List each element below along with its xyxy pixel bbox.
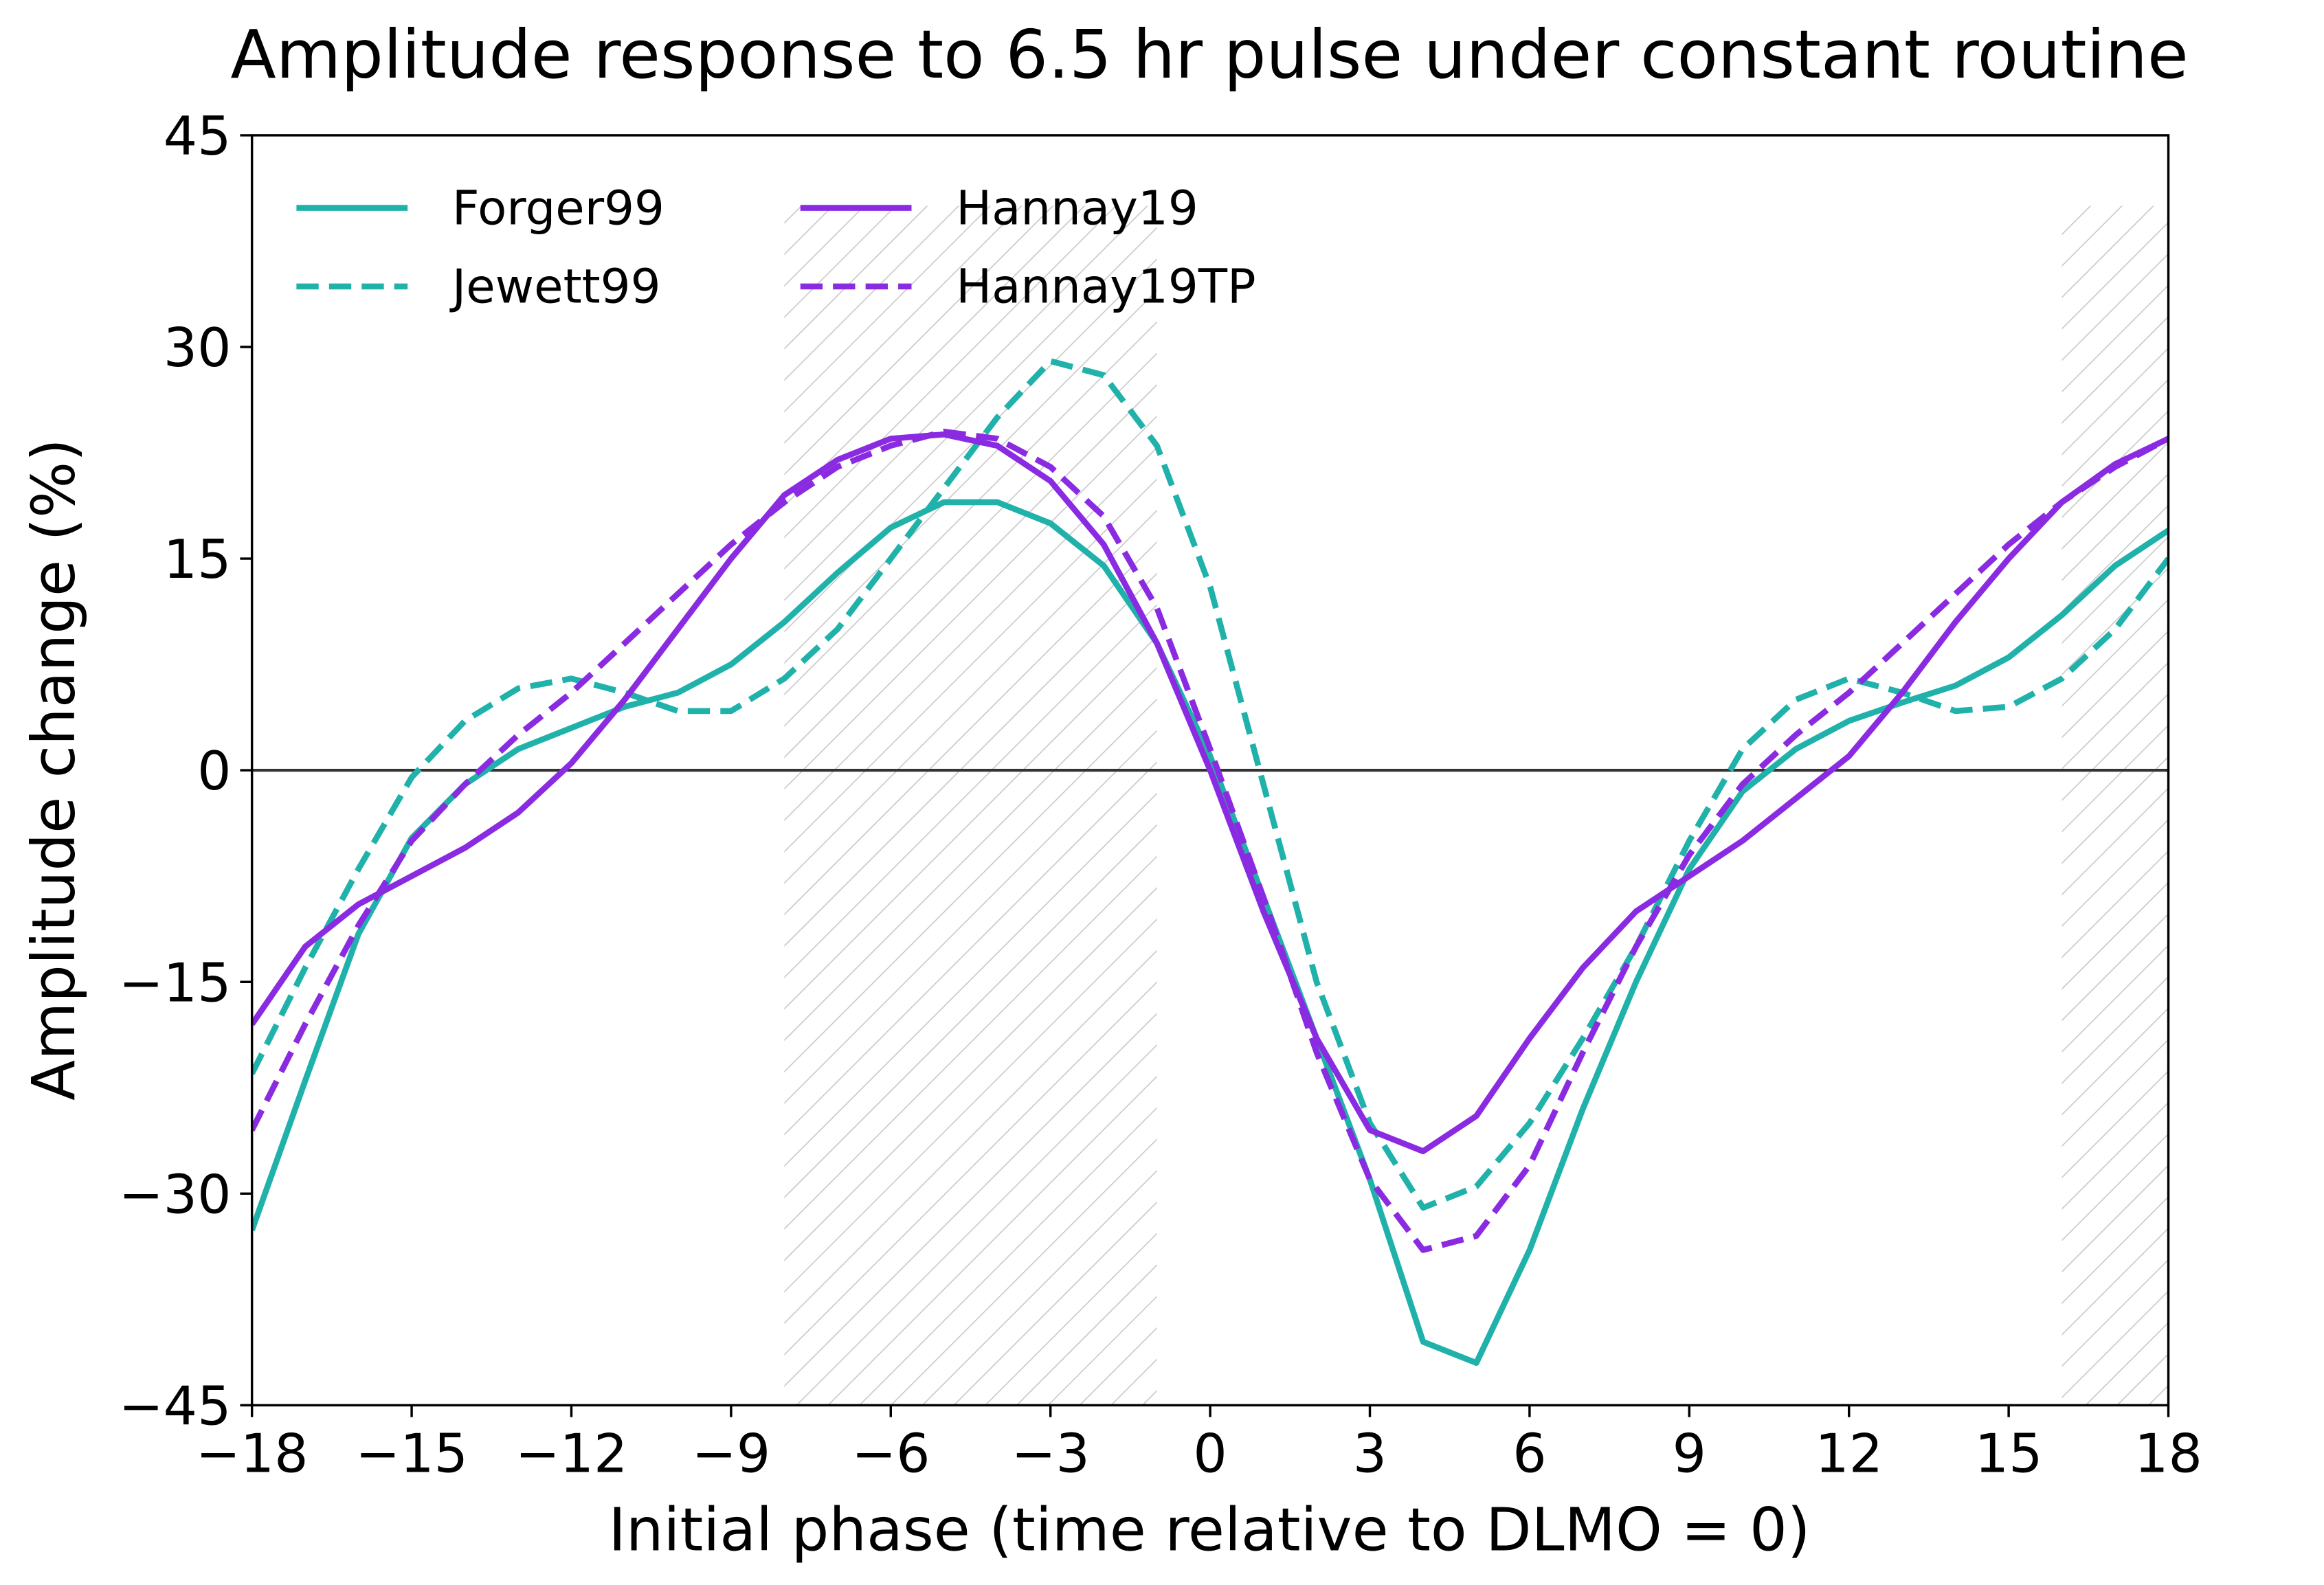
series-line [252,428,2169,1253]
x-tick-label: −12 [515,1423,628,1485]
series-line [252,431,2169,1154]
shaded-span [784,205,1157,1406]
x-axis-label: Initial phase (time relative to DLMO = 0… [608,1496,1810,1565]
chart-title: Amplitude response to 6.5 hr pulse under… [230,16,2188,93]
y-tick-label: −45 [119,1375,232,1437]
line-layer [252,358,2169,1367]
y-tick-label: 15 [164,529,232,591]
x-tick-label: −9 [692,1423,770,1485]
x-tick-label: −15 [355,1423,468,1485]
x-tick-label: −6 [851,1423,930,1485]
y-axis-label: Amplitude change (%) [20,438,89,1101]
legend-label: Hannay19 [956,181,1198,236]
y-tick-label: 0 [197,741,231,802]
series-line [252,358,2169,1211]
x-tick-label: 6 [1512,1423,1546,1485]
legend-label: Hannay19TP [956,260,1255,315]
x-tick-label: 0 [1193,1423,1227,1485]
legend: Forger99 Jewett99 Hannay19 Hannay19TP [296,181,1256,315]
y-tick-label: −15 [119,952,232,1014]
shaded-layer [784,205,2169,1406]
x-tick-label: 15 [1975,1423,2043,1485]
x-tick-label: 18 [2134,1423,2202,1485]
y-tick-label: 45 [164,106,232,168]
axes: −18 −15 −12 −9 −6 −3 0 3 6 9 12 15 18−45−30−15015304… [119,106,2202,1485]
shaded-span [2062,205,2169,1406]
legend-label: Forger99 [452,181,664,236]
series-line [252,499,2169,1367]
x-tick-label: 3 [1353,1423,1387,1485]
legend-label: Jewett99 [449,260,661,315]
x-tick-label: 12 [1815,1423,1883,1485]
x-tick-label: −18 [196,1423,309,1485]
y-tick-label: 30 [164,317,232,379]
x-tick-label: −3 [1011,1423,1089,1485]
y-tick-label: −30 [119,1164,232,1226]
x-tick-label: 9 [1673,1423,1706,1485]
